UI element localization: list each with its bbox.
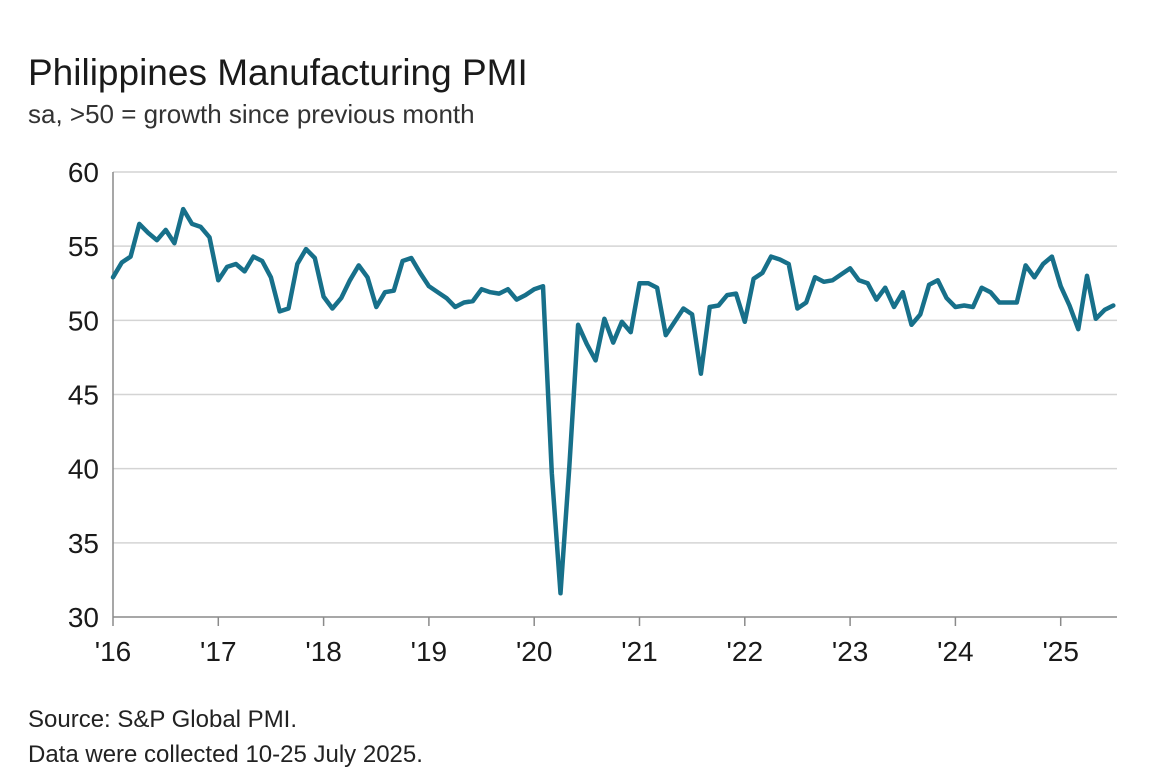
- chart-subtitle: sa, >50 = growth since previous month: [28, 99, 475, 129]
- y-tick-label: 35: [68, 528, 99, 559]
- y-tick-label: 50: [68, 305, 99, 336]
- collection-note: Data were collected 10-25 July 2025.: [28, 741, 423, 768]
- x-tick-label: '21: [621, 636, 658, 667]
- y-tick-label: 60: [68, 157, 99, 188]
- x-tick-label: '16: [95, 636, 132, 667]
- y-tick-label: 45: [68, 380, 99, 411]
- x-tick-label: '24: [937, 636, 974, 667]
- x-tick-label: '17: [200, 636, 237, 667]
- x-tick-label: '22: [727, 636, 764, 667]
- y-tick-label: 40: [68, 454, 99, 485]
- pmi-series-line: [110, 206, 1116, 596]
- x-tick-label: '19: [411, 636, 448, 667]
- source-note: Source: S&P Global PMI.: [28, 706, 298, 733]
- x-tick-label: '23: [832, 636, 869, 667]
- x-tick-label: '20: [516, 636, 553, 667]
- y-tick-label: 55: [68, 231, 99, 262]
- chart-title: Philippines Manufacturing PMI: [28, 52, 528, 93]
- x-tick-label: '18: [305, 636, 342, 667]
- x-tick-label: '25: [1042, 636, 1079, 667]
- y-tick-label: 30: [68, 602, 99, 633]
